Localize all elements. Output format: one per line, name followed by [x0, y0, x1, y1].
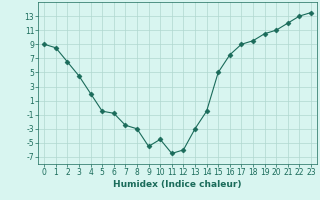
X-axis label: Humidex (Indice chaleur): Humidex (Indice chaleur) — [113, 180, 242, 189]
